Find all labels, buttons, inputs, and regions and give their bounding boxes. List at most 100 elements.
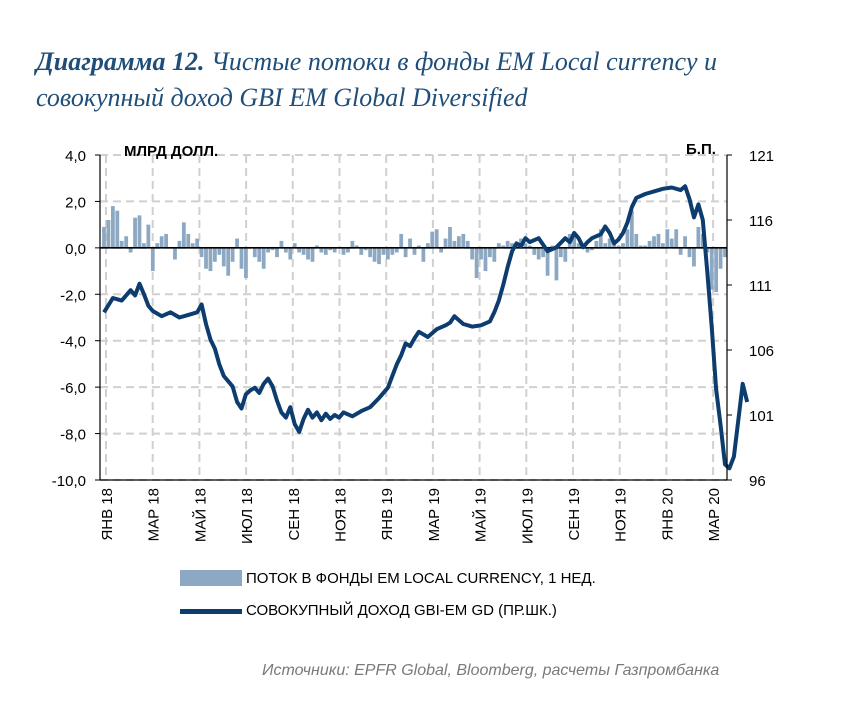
legend-bar-swatch xyxy=(180,570,242,586)
flow-bar xyxy=(643,245,648,248)
flow-bar xyxy=(661,243,665,248)
flow-bar xyxy=(204,247,208,269)
flow-bar xyxy=(350,240,355,248)
flow-bar xyxy=(625,229,630,248)
flow-bar xyxy=(443,238,448,248)
flow-bar xyxy=(328,247,333,251)
flow-bar xyxy=(181,222,186,248)
plot-frame xyxy=(99,155,728,481)
left-tick-label: 2,0 xyxy=(65,194,86,211)
flow-bar xyxy=(563,247,568,262)
flow-bar xyxy=(718,247,723,269)
flow-bar xyxy=(199,247,204,258)
left-tick-label: -4,0 xyxy=(60,334,86,351)
flow-bar xyxy=(292,243,297,248)
flow-bar xyxy=(266,247,271,253)
flow-bar xyxy=(306,247,310,260)
flow-bar xyxy=(239,247,244,269)
flow-bar xyxy=(110,206,115,248)
flow-bar xyxy=(492,247,497,262)
left-tick-label: -10,0 xyxy=(52,473,86,490)
flow-bar xyxy=(510,243,514,248)
flow-bar xyxy=(638,245,643,248)
x-tick-label: НОЯ 19 xyxy=(613,488,630,542)
flow-bar xyxy=(723,247,727,258)
right-tick-label: 101 xyxy=(749,408,774,425)
flow-bar xyxy=(456,236,461,248)
flow-bar xyxy=(359,247,364,255)
flow-bar xyxy=(159,236,164,248)
flow-bar xyxy=(607,238,612,248)
right-tick-label: 121 xyxy=(749,148,774,165)
flow-bar xyxy=(142,243,146,248)
flow-bars xyxy=(102,206,727,292)
flow-bar xyxy=(346,247,350,253)
flow-bar xyxy=(594,240,599,248)
flow-bar xyxy=(479,247,483,260)
flow-bar xyxy=(545,247,550,276)
flow-bar xyxy=(377,247,381,265)
flow-bar xyxy=(394,247,399,253)
flow-bar xyxy=(554,247,559,281)
flow-bar xyxy=(235,238,239,248)
flow-bar xyxy=(709,247,714,290)
flow-bar xyxy=(585,247,590,253)
flow-bar xyxy=(598,229,603,248)
flow-bar xyxy=(692,247,696,267)
flow-bar xyxy=(461,233,466,248)
x-tick-label: ИЮЛ 18 xyxy=(239,488,256,544)
flow-bar xyxy=(301,247,306,255)
flow-bar xyxy=(417,245,421,248)
flow-bar xyxy=(403,247,408,258)
left-tick-label: 4,0 xyxy=(65,148,86,165)
flow-bar xyxy=(208,247,213,272)
flow-bar xyxy=(488,247,492,258)
flow-bar xyxy=(448,226,452,248)
flow-bar xyxy=(221,247,226,267)
total-return-path xyxy=(102,184,750,471)
flow-bar xyxy=(483,247,488,272)
flow-bar xyxy=(115,210,120,248)
x-tick-label: СЕН 19 xyxy=(566,488,583,541)
flow-bar xyxy=(399,233,404,248)
flow-bar xyxy=(288,247,293,260)
total-return-line xyxy=(102,184,750,471)
source-note: Источники: EPFR Global, Bloomberg, расче… xyxy=(262,662,720,679)
flow-bar xyxy=(674,229,679,248)
flow-bar xyxy=(496,243,501,248)
flow-bar xyxy=(257,247,262,262)
flow-bar xyxy=(186,233,191,248)
right-axis-unit: Б.П. xyxy=(686,141,716,158)
flow-bar xyxy=(656,233,661,248)
flow-bar xyxy=(616,245,621,248)
flow-bar xyxy=(501,245,506,248)
flow-bar xyxy=(363,247,368,251)
flow-bar xyxy=(425,243,430,248)
right-axis-ticks: 121 116 111 106 101 96 xyxy=(727,148,774,490)
left-axis-unit: МЛРД ДОЛЛ. xyxy=(124,143,218,160)
legend-line-label: СОВОКУПНЫЙ ДОХОД GBI-EM GD (ПР.ШК.) xyxy=(246,602,557,619)
flow-bar xyxy=(332,247,337,253)
flow-bar xyxy=(310,247,315,262)
flow-bar xyxy=(279,240,284,248)
flow-bar xyxy=(408,238,412,248)
flow-bar xyxy=(195,238,200,248)
flow-bar xyxy=(430,231,435,248)
flow-bar xyxy=(465,240,470,248)
flow-bar xyxy=(319,247,324,253)
flow-bar xyxy=(133,217,137,248)
x-tick-label: МАР 18 xyxy=(146,488,163,541)
right-tick-label: 116 xyxy=(749,213,773,230)
flow-bar xyxy=(315,245,319,248)
x-tick-label: ЯНВ 18 xyxy=(99,488,116,541)
flow-bar xyxy=(647,240,652,248)
chart-title-number: Диаграмма 12. xyxy=(36,47,205,76)
flow-bar xyxy=(217,247,222,255)
flow-bar xyxy=(687,247,692,258)
flow-bar xyxy=(150,247,155,272)
flow-bar xyxy=(572,231,577,248)
flow-bar xyxy=(558,247,563,258)
flow-bar xyxy=(244,247,248,279)
flow-bar xyxy=(421,247,426,262)
